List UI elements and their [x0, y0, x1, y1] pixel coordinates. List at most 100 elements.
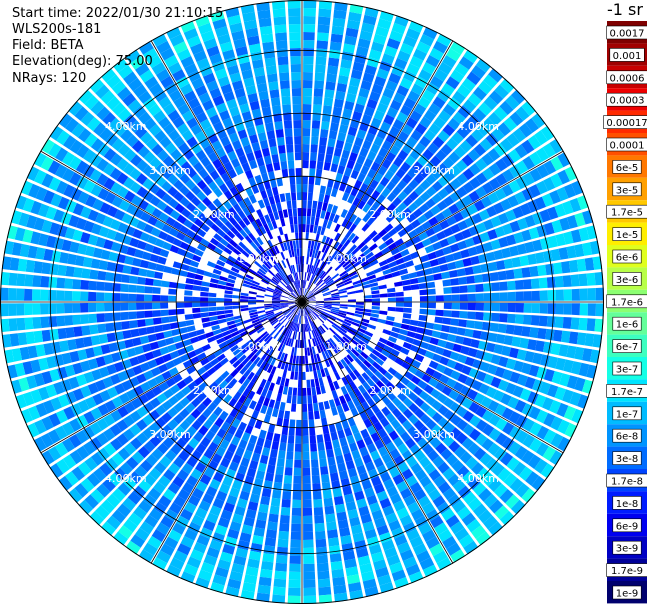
- ray-gate: [578, 317, 588, 331]
- ray-gate: [200, 371, 210, 381]
- ray-gate: [541, 397, 554, 411]
- ray-gate: [80, 314, 90, 325]
- ray-gate: [249, 100, 260, 111]
- ray-gate: [408, 414, 419, 425]
- ray-gate: [234, 428, 244, 439]
- ray-gate: [83, 441, 96, 455]
- ray-gate: [422, 148, 434, 161]
- ray-gate: [467, 246, 478, 257]
- ray-gate: [185, 179, 196, 190]
- ray-gate: [366, 494, 378, 506]
- ray-gate: [248, 299, 257, 302]
- ray-gate: [362, 454, 372, 465]
- ray-gate: [179, 185, 190, 196]
- ray-gate: [294, 323, 298, 332]
- ray-gate: [376, 128, 388, 140]
- ray-gate: [198, 92, 211, 104]
- ray-gate: [186, 425, 197, 437]
- ray-gate: [191, 487, 204, 500]
- ray-gate: [291, 306, 298, 312]
- ray-gate: [514, 445, 528, 460]
- ray-gate: [323, 299, 332, 301]
- ray-gate: [479, 452, 493, 466]
- ray-gate: [180, 333, 190, 341]
- ray-gate: [269, 329, 277, 336]
- ray-gate: [263, 197, 270, 207]
- ray-gate: [422, 62, 436, 75]
- ray-gate: [233, 213, 242, 223]
- ray-gate: [252, 346, 261, 354]
- ray-gate: [351, 247, 360, 255]
- ray-gate: [261, 561, 274, 571]
- ray-gate: [48, 413, 61, 427]
- ray-gate: [194, 274, 204, 281]
- ray-gate: [160, 309, 169, 317]
- ray-gate: [225, 337, 235, 345]
- ray-gate: [227, 14, 242, 26]
- ray-gate: [425, 227, 436, 237]
- ray-gate: [192, 296, 201, 302]
- ray-gate: [84, 494, 99, 509]
- ray-gate: [154, 461, 167, 474]
- ray-gate: [200, 223, 210, 233]
- ray-gate: [373, 457, 384, 468]
- ray-gate: [353, 432, 363, 442]
- ray-gate: [169, 209, 181, 220]
- ray-gate: [175, 231, 186, 241]
- ray-gate: [300, 308, 302, 316]
- ray-gate: [212, 497, 225, 509]
- ray-gate: [112, 283, 121, 292]
- ray-gate: [574, 377, 586, 392]
- ray-gate: [529, 438, 543, 453]
- ray-gate: [173, 41, 188, 54]
- ray-gate: [235, 363, 245, 372]
- nrays-label: NRays: 120: [12, 71, 87, 86]
- ray-gate: [416, 327, 426, 334]
- ray-gate: [305, 315, 308, 324]
- ray-gate: [490, 239, 501, 250]
- ray-gate: [280, 243, 286, 252]
- ray-gate: [414, 515, 428, 528]
- ray-gate: [220, 172, 231, 183]
- ray-gate: [458, 534, 474, 548]
- ray-gate: [202, 322, 212, 328]
- ray-gate: [501, 184, 514, 197]
- ray-gate: [370, 143, 381, 154]
- ray-gate: [224, 294, 233, 298]
- ray-gate: [435, 309, 444, 317]
- ray-gate: [462, 168, 475, 181]
- range-ring-label: 4.00km: [105, 120, 147, 133]
- ray-gate: [466, 320, 475, 329]
- ray-gate: [437, 256, 447, 265]
- ray-gate: [77, 399, 90, 413]
- ray-gate: [342, 108, 353, 119]
- ray-gate: [292, 264, 296, 273]
- ray-gate: [525, 471, 539, 486]
- ray-gate: [322, 425, 330, 435]
- ray-gate: [392, 473, 405, 486]
- ray-gate: [331, 296, 340, 299]
- ray-gate: [144, 294, 153, 302]
- ray-gate: [35, 344, 46, 357]
- ray-gate: [279, 193, 286, 203]
- ray-gate: [213, 233, 223, 242]
- ray-gate: [159, 455, 172, 468]
- ray-gate: [379, 310, 388, 315]
- ray-gate: [136, 373, 147, 384]
- ray-gate: [333, 147, 343, 157]
- ray-gate: [298, 264, 301, 273]
- ray-gate: [442, 317, 452, 325]
- ray-gate: [288, 338, 292, 347]
- ray-gate: [488, 413, 501, 427]
- ray-gate: [347, 304, 356, 308]
- ray-gate: [344, 184, 353, 194]
- ray-gate: [349, 516, 361, 527]
- ray-gate: [562, 200, 574, 215]
- ray-gate: [96, 106, 111, 121]
- ray-gate: [291, 507, 301, 516]
- ray-gate: [315, 168, 323, 178]
- ray-gate: [216, 306, 225, 311]
- ray-gate: [295, 323, 299, 332]
- ray-gate: [212, 434, 223, 446]
- ray-gate: [442, 279, 452, 287]
